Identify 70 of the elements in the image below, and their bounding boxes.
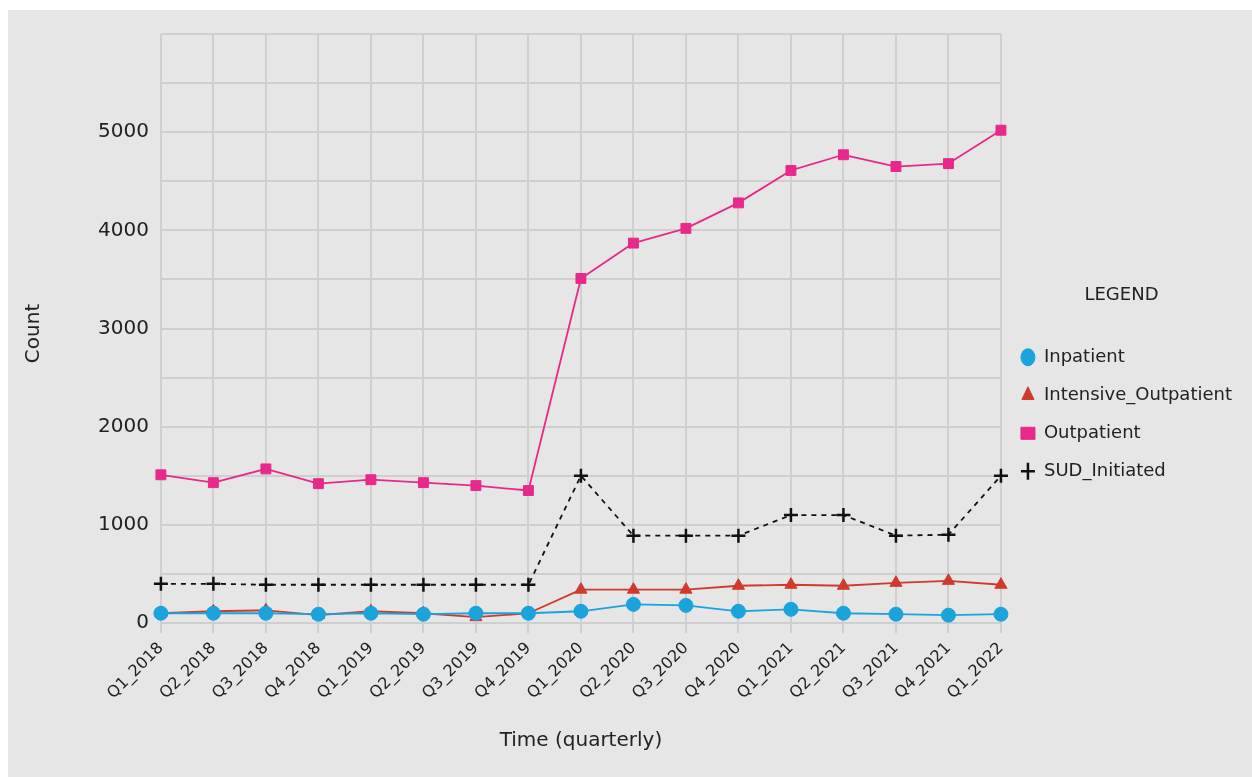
x-axis-title: Time (quarterly) [498, 727, 663, 752]
point [205, 605, 221, 621]
point [943, 158, 954, 170]
point [520, 576, 537, 594]
point [730, 603, 746, 619]
point [994, 577, 1008, 589]
y-tick-label: 4000 [97, 216, 149, 241]
point [679, 582, 693, 594]
point [678, 597, 694, 613]
y-tick-label: 2000 [97, 412, 149, 437]
point [625, 527, 642, 544]
point [573, 603, 589, 619]
point [205, 575, 222, 593]
legend-title: LEGEND [1084, 283, 1159, 305]
point [207, 477, 219, 489]
point [783, 601, 799, 617]
point [417, 477, 429, 489]
y-axis-title: Count [20, 303, 45, 364]
point [312, 478, 324, 490]
point [835, 605, 851, 621]
legend-label: SUD_Initiated [1043, 458, 1166, 481]
point [940, 526, 957, 543]
legend-label: Intensive_Outpatient [1043, 382, 1233, 405]
legend-label: Inpatient [1043, 344, 1125, 366]
point [627, 237, 639, 249]
y-tick-label: 3000 [97, 314, 149, 339]
point [782, 506, 800, 524]
point [155, 469, 167, 481]
point [415, 606, 431, 622]
point [889, 575, 903, 587]
point [784, 577, 798, 589]
point [625, 596, 641, 612]
point [680, 222, 692, 234]
point [468, 605, 484, 621]
legend-label: Outpatient [1043, 420, 1141, 442]
point [260, 463, 272, 475]
point [626, 582, 640, 594]
point [574, 582, 588, 594]
point [362, 576, 380, 594]
point [572, 467, 590, 485]
point [310, 576, 327, 594]
point [677, 527, 695, 544]
point [363, 605, 379, 621]
point [730, 527, 747, 544]
point [731, 578, 745, 590]
point [732, 197, 744, 209]
point [152, 575, 170, 593]
point [467, 576, 485, 594]
point [257, 576, 275, 594]
point [258, 605, 274, 621]
point [993, 606, 1009, 622]
point [785, 165, 797, 176]
point [575, 273, 587, 284]
point [890, 161, 902, 172]
point [888, 606, 904, 622]
y-tick-label: 1000 [97, 511, 149, 536]
point [941, 573, 956, 585]
point [940, 607, 956, 623]
point [837, 149, 849, 161]
y-tick-label: 0 [136, 609, 149, 634]
point [887, 527, 905, 544]
point [992, 467, 1010, 485]
point [470, 480, 482, 492]
point [522, 485, 534, 496]
point [365, 474, 377, 486]
point [995, 124, 1007, 136]
point [415, 576, 432, 594]
point [836, 578, 850, 590]
point [835, 506, 852, 524]
y-tick-label: 5000 [97, 118, 149, 143]
